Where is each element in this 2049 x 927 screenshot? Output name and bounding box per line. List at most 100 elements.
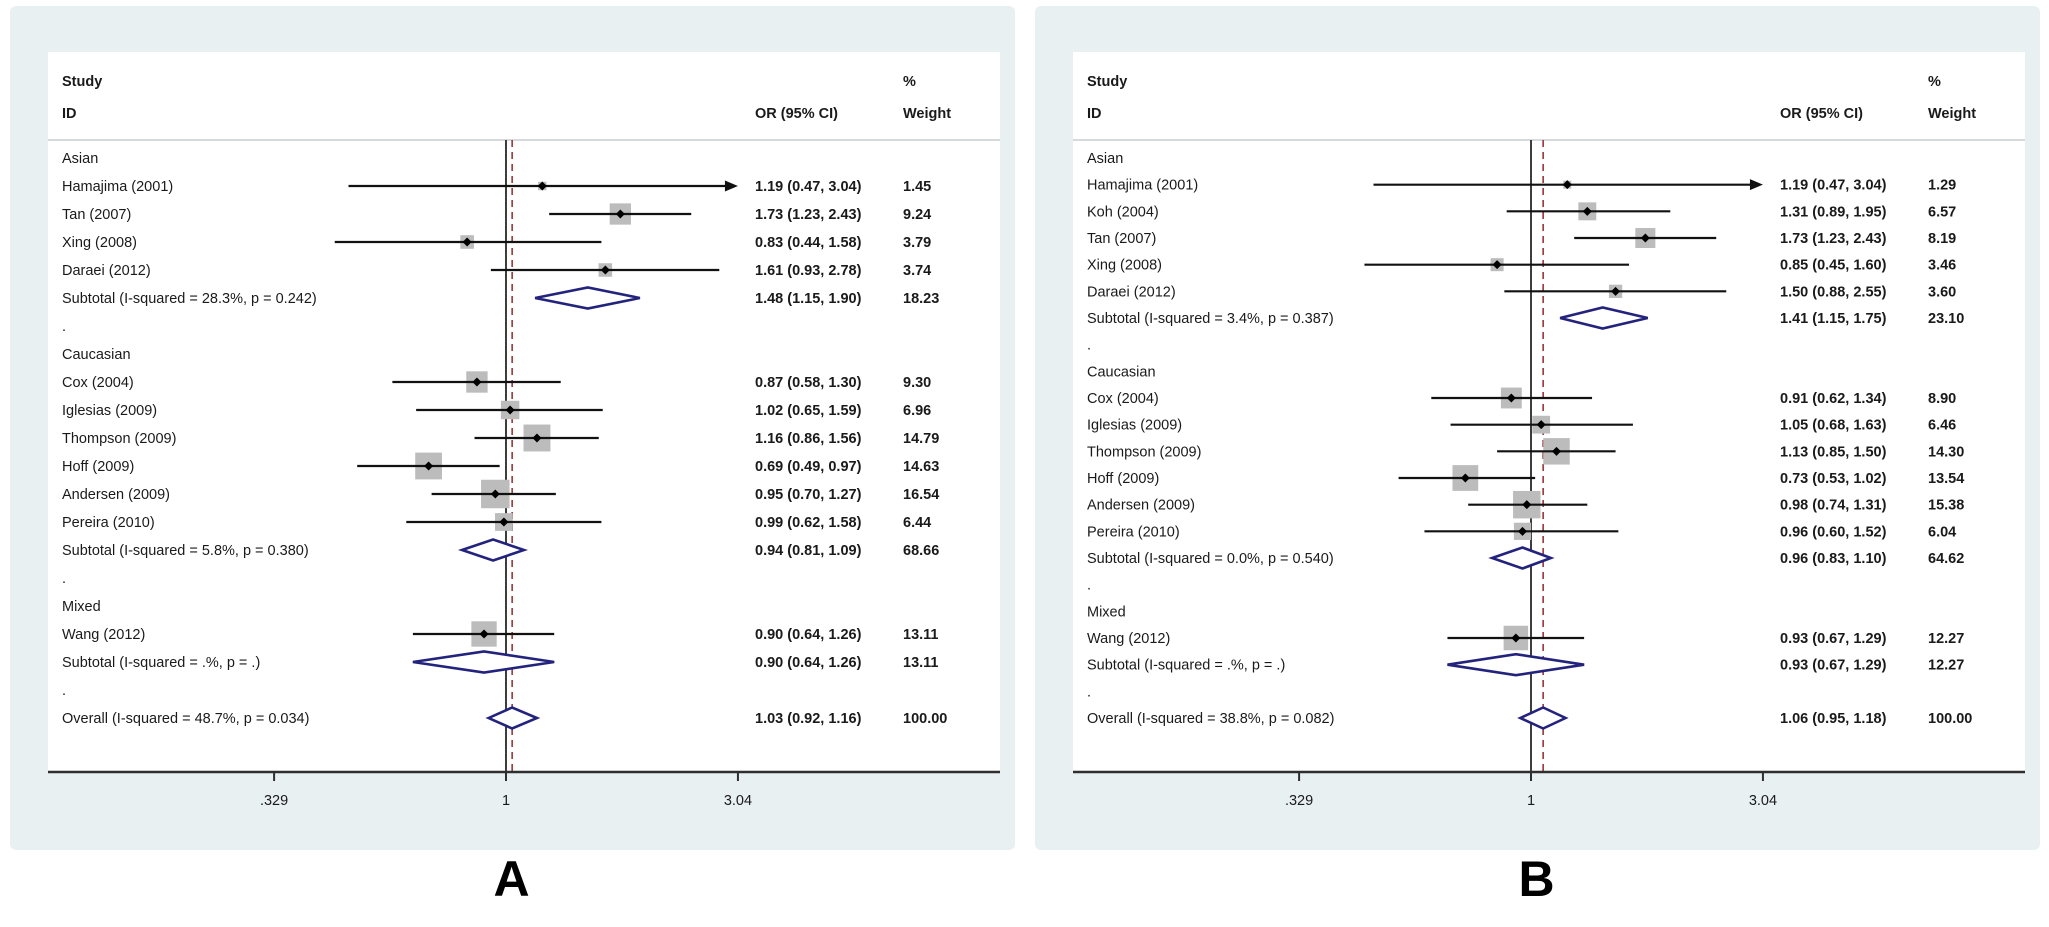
pooled-diamond xyxy=(1517,706,1569,730)
row-label: Tan (2007) xyxy=(1087,231,1156,247)
or-ci-value: 1.05 (0.68, 1.63) xyxy=(1780,418,1887,434)
study-row: Thompson (2009) 1.13 (0.85, 1.50) 14.30 xyxy=(1087,438,1964,465)
row-label: . xyxy=(1087,578,1091,594)
weight-value: 3.60 xyxy=(1928,284,1956,300)
or-ci-value: 0.96 (0.83, 1.10) xyxy=(1780,551,1887,567)
row-label: . xyxy=(62,319,66,335)
row-label: Andersen (2009) xyxy=(1087,498,1195,514)
or-ci-value: 1.41 (1.15, 1.75) xyxy=(1780,311,1887,327)
study-row: Iglesias (2009) 1.05 (0.68, 1.63) 6.46 xyxy=(1087,415,1956,434)
or-ci-value: 0.95 (0.70, 1.27) xyxy=(755,487,862,503)
row-label: Daraei (2012) xyxy=(62,263,151,279)
plot-area xyxy=(48,52,1000,772)
subtotal-row: Subtotal (I-squared = .%, p = .) 0.90 (0.… xyxy=(62,650,939,674)
study-row: Tan (2007) 1.73 (1.23, 2.43) 8.19 xyxy=(1087,227,1956,249)
x-axis-tick-label: .329 xyxy=(1285,793,1313,809)
study-row: Koh (2004) 1.31 (0.89, 1.95) 6.57 xyxy=(1087,202,1956,220)
spacer-row: . xyxy=(1087,578,1091,594)
weight-value: 6.04 xyxy=(1928,524,1956,540)
study-row: Wang (2012) 0.93 (0.67, 1.29) 12.27 xyxy=(1087,625,1964,651)
row-label: Pereira (2010) xyxy=(62,515,155,531)
pooled-diamond xyxy=(534,286,641,310)
weight-value: 6.96 xyxy=(903,403,931,419)
weight-value: 6.44 xyxy=(903,515,931,531)
point-estimate-marker xyxy=(1551,446,1561,456)
row-label: Hamajima (2001) xyxy=(62,179,173,195)
weight-value: 14.63 xyxy=(903,459,939,475)
row-label: Subtotal (I-squared = .%, p = .) xyxy=(62,655,260,671)
pooled-diamond xyxy=(412,650,555,674)
point-estimate-marker xyxy=(532,433,542,443)
point-estimate-marker xyxy=(490,489,500,499)
row-label: Wang (2012) xyxy=(1087,631,1170,647)
row-label: Subtotal (I-squared = 0.0%, p = 0.540) xyxy=(1087,551,1334,567)
spacer-row: . xyxy=(62,683,66,699)
weight-value: 8.90 xyxy=(1928,391,1956,407)
row-label: Xing (2008) xyxy=(1087,258,1162,274)
header-or-ci: OR (95% CI) xyxy=(1780,106,1863,122)
x-axis-tick-label: 1 xyxy=(1527,793,1535,809)
weight-value: 3.79 xyxy=(903,235,931,251)
weight-value: 23.10 xyxy=(1928,311,1964,327)
row-label: Iglesias (2009) xyxy=(62,403,157,419)
point-estimate-marker xyxy=(600,265,610,275)
row-label: Hoff (2009) xyxy=(1087,471,1159,487)
row-label: Overall (I-squared = 48.7%, p = 0.034) xyxy=(62,711,309,727)
header-percent: % xyxy=(903,74,916,90)
point-estimate-marker xyxy=(1517,526,1527,536)
row-label: Subtotal (I-squared = 28.3%, p = 0.242) xyxy=(62,291,317,307)
header-id: ID xyxy=(1087,106,1102,122)
overall-row: Overall (I-squared = 38.8%, p = 0.082) 1.… xyxy=(1087,706,1972,730)
row-label: Xing (2008) xyxy=(62,235,137,251)
pooled-diamond xyxy=(457,538,529,562)
point-estimate-marker xyxy=(1492,260,1502,270)
point-estimate-marker xyxy=(1460,473,1470,483)
study-row: Xing (2008) 0.83 (0.44, 1.58) 3.79 xyxy=(62,235,931,251)
subtotal-row: Subtotal (I-squared = 0.0%, p = 0.540) 0.… xyxy=(1087,546,1964,570)
study-row: Hamajima (2001) 1.19 (0.47, 3.04) 1.45 xyxy=(62,179,931,195)
or-ci-value: 1.19 (0.47, 3.04) xyxy=(1780,178,1887,194)
plot-area xyxy=(1073,52,2025,772)
pooled-diamond xyxy=(485,706,541,730)
point-estimate-marker xyxy=(462,237,472,247)
x-axis-tick-label: 1 xyxy=(502,793,510,809)
study-row: Xing (2008) 0.85 (0.45, 1.60) 3.46 xyxy=(1087,258,1956,274)
or-ci-value: 0.73 (0.53, 1.02) xyxy=(1780,471,1887,487)
weight-value: 100.00 xyxy=(903,711,947,727)
weight-value: 9.30 xyxy=(903,375,931,391)
or-ci-value: 0.93 (0.67, 1.29) xyxy=(1780,658,1887,674)
x-axis-tick-label: 3.04 xyxy=(724,793,752,809)
or-ci-value: 1.31 (0.89, 1.95) xyxy=(1780,204,1887,220)
row-label: Subtotal (I-squared = 5.8%, p = 0.380) xyxy=(62,543,309,559)
point-estimate-marker xyxy=(1536,420,1546,430)
spacer-row: . xyxy=(62,571,66,587)
study-row: Wang (2012) 0.90 (0.64, 1.26) 13.11 xyxy=(62,621,939,647)
row-label: Andersen (2009) xyxy=(62,487,170,503)
weight-value: 13.54 xyxy=(1928,471,1964,487)
row-label: Cox (2004) xyxy=(62,375,134,391)
or-ci-value: 0.94 (0.81, 1.09) xyxy=(755,543,862,559)
weight-value: 14.79 xyxy=(903,431,939,447)
weight-value: 6.46 xyxy=(1928,418,1956,434)
header-weight: Weight xyxy=(903,106,951,122)
weight-value: 9.24 xyxy=(903,207,931,223)
study-row: Pereira (2010) 0.99 (0.62, 1.58) 6.44 xyxy=(62,513,931,531)
header-id: ID xyxy=(62,106,77,122)
forest-plot-b-canvas: Study ID OR (95% CI)% Weight Asian Hamajima (… xyxy=(1035,6,2040,850)
forest-plot-panel-a: Study ID OR (95% CI)% Weight Asian Hamajima (… xyxy=(10,6,1015,850)
or-ci-value: 0.91 (0.62, 1.34) xyxy=(1780,391,1887,407)
group-header-row: Caucasian xyxy=(62,347,131,363)
or-ci-value: 0.90 (0.64, 1.26) xyxy=(755,655,862,671)
study-row: Iglesias (2009) 1.02 (0.65, 1.59) 6.96 xyxy=(62,400,931,420)
or-ci-value: 1.73 (1.23, 2.43) xyxy=(1780,231,1887,247)
row-label: Cox (2004) xyxy=(1087,391,1159,407)
or-ci-value: 1.16 (0.86, 1.56) xyxy=(755,431,862,447)
weight-value: 18.23 xyxy=(903,291,939,307)
or-ci-value: 1.73 (1.23, 2.43) xyxy=(755,207,862,223)
subtotal-row: Subtotal (I-squared = 5.8%, p = 0.380) 0.… xyxy=(62,538,939,562)
panel-label-b: B xyxy=(1518,851,1556,907)
row-label: . xyxy=(62,571,66,587)
row-label: Caucasian xyxy=(1087,364,1156,380)
weight-value: 68.66 xyxy=(903,543,939,559)
row-label: Iglesias (2009) xyxy=(1087,418,1182,434)
